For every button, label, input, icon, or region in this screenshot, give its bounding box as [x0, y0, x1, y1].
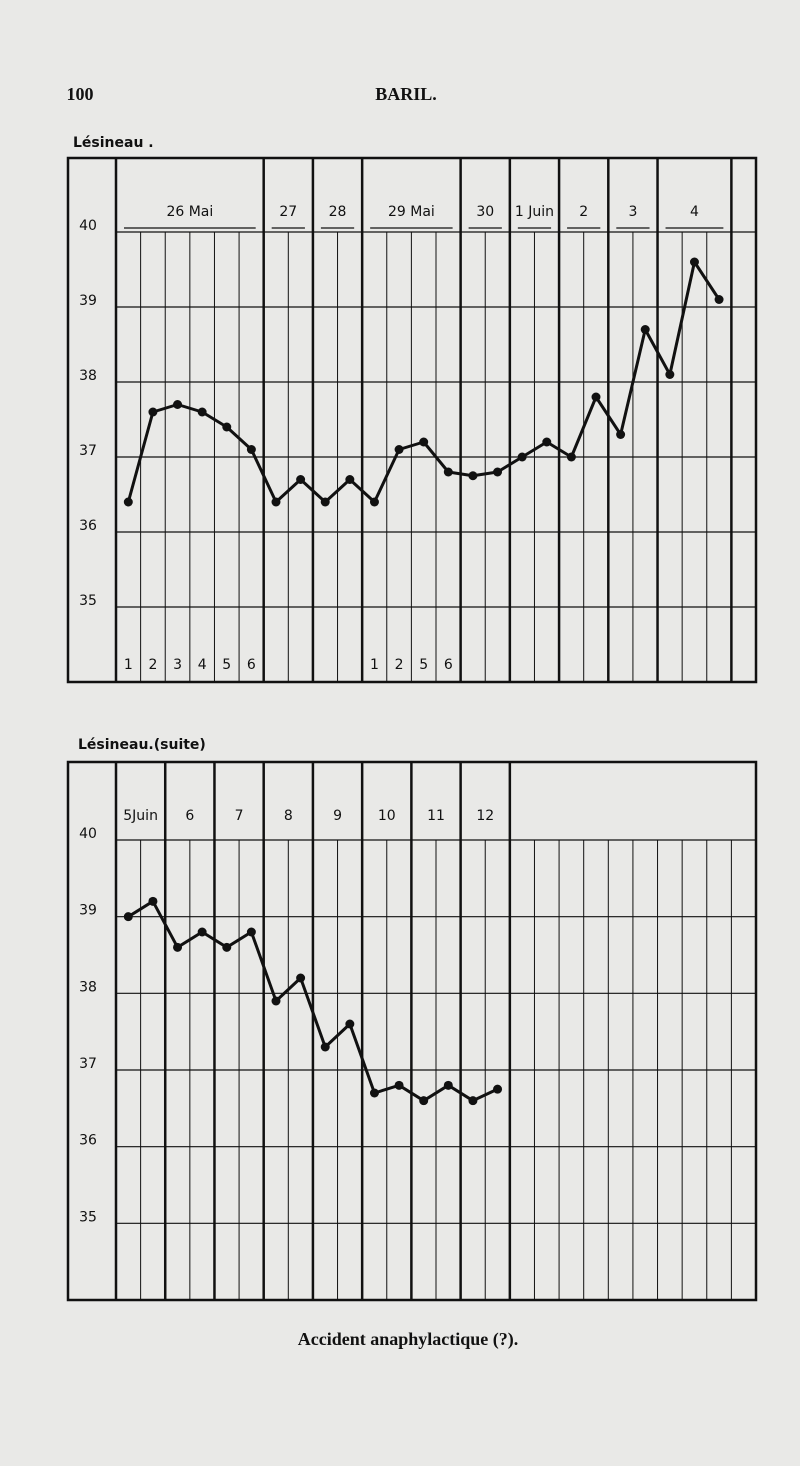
- y-tick-label: 40: [79, 826, 97, 842]
- temperature-point: [148, 407, 158, 417]
- temperature-point: [296, 475, 306, 484]
- y-tick-label: 39: [79, 293, 97, 309]
- x-tick-label: 1: [370, 657, 379, 673]
- chart-title: Lésineau .: [73, 135, 154, 151]
- temperature-point: [271, 996, 281, 1006]
- y-tick-label: 37: [79, 1056, 97, 1072]
- x-tick-label: 5: [419, 657, 428, 673]
- day-label: 1 Juin: [515, 204, 554, 220]
- y-tick-label: 35: [79, 593, 97, 609]
- temperature-point: [173, 942, 183, 952]
- y-tick-label: 38: [79, 979, 97, 995]
- temperature-point: [665, 370, 675, 379]
- day-label: 11: [427, 808, 445, 824]
- temperature-point: [493, 1084, 503, 1094]
- temperature-point: [148, 896, 158, 906]
- temperature-point: [320, 1042, 330, 1052]
- temperature-point: [591, 392, 601, 402]
- temperature-point: [542, 437, 552, 447]
- y-tick-label: 37: [79, 443, 97, 459]
- temperature-point: [419, 437, 429, 447]
- day-label: 3: [628, 204, 637, 220]
- running-title: BARIL.: [375, 84, 437, 104]
- day-label: 26 Mai: [166, 204, 213, 220]
- temperature-point: [394, 445, 404, 454]
- temperature-point: [616, 430, 626, 439]
- day-label: 7: [235, 808, 244, 824]
- day-label: 28: [329, 204, 347, 220]
- temperature-point: [369, 1088, 379, 1098]
- temperature-point: [689, 257, 699, 267]
- temperature-point: [714, 295, 724, 304]
- day-label: 29 Mai: [388, 204, 435, 220]
- temperature-point: [123, 497, 133, 507]
- temperature-point: [493, 467, 503, 477]
- chart-title: Lésineau.(suite): [78, 737, 206, 753]
- y-tick-label: 35: [79, 1209, 97, 1225]
- x-tick-label: 2: [395, 657, 404, 673]
- temperature-point: [369, 497, 379, 507]
- temperature-point: [173, 400, 183, 409]
- temperature-point: [320, 497, 330, 507]
- temperature-point: [246, 927, 256, 937]
- temperature-point: [468, 471, 478, 481]
- temperature-point: [271, 497, 281, 507]
- temperature-point: [640, 325, 650, 334]
- x-tick-label: 5: [222, 657, 231, 673]
- temperature-point: [443, 467, 453, 477]
- x-tick-label: 6: [247, 657, 256, 673]
- y-tick-label: 36: [79, 518, 97, 534]
- y-tick-label: 36: [79, 1133, 97, 1149]
- temperature-point: [222, 422, 232, 432]
- day-label: 30: [476, 204, 494, 220]
- x-tick-label: 2: [148, 657, 157, 673]
- temperature-point: [222, 942, 232, 952]
- temperature-point: [443, 1080, 453, 1090]
- day-label: 6: [185, 808, 194, 824]
- temperature-point: [197, 407, 207, 417]
- y-tick-label: 38: [79, 368, 97, 384]
- day-label: 5Juin: [123, 808, 158, 824]
- temperature-point: [517, 452, 527, 462]
- temperature-point: [246, 445, 256, 454]
- y-tick-label: 39: [79, 903, 97, 919]
- temperature-point: [197, 927, 207, 937]
- temperature-point: [296, 973, 306, 983]
- temperature-point: [394, 1080, 404, 1090]
- day-label: 27: [279, 204, 297, 220]
- chart-frame: [66, 156, 758, 684]
- x-tick-label: 3: [173, 657, 182, 673]
- x-tick-label: 4: [198, 657, 207, 673]
- temperature-point: [468, 1096, 478, 1106]
- day-label: 2: [579, 204, 588, 220]
- x-tick-label: 6: [444, 657, 453, 673]
- day-label: 12: [476, 808, 494, 824]
- day-label: 10: [378, 808, 396, 824]
- y-tick-label: 40: [79, 218, 97, 234]
- day-label: 8: [284, 808, 293, 824]
- temperature-point: [566, 452, 576, 462]
- caption: Accident anaphylactique (?).: [298, 1329, 519, 1350]
- temperature-line: [127, 899, 499, 1103]
- day-label: 4: [690, 204, 699, 220]
- day-label: 9: [333, 808, 342, 824]
- temperature-point: [345, 475, 355, 484]
- x-tick-label: 1: [124, 657, 133, 673]
- page-number: 100: [67, 84, 94, 104]
- temperature-point: [123, 912, 133, 922]
- temperature-point: [345, 1019, 355, 1029]
- temperature-point: [419, 1096, 429, 1106]
